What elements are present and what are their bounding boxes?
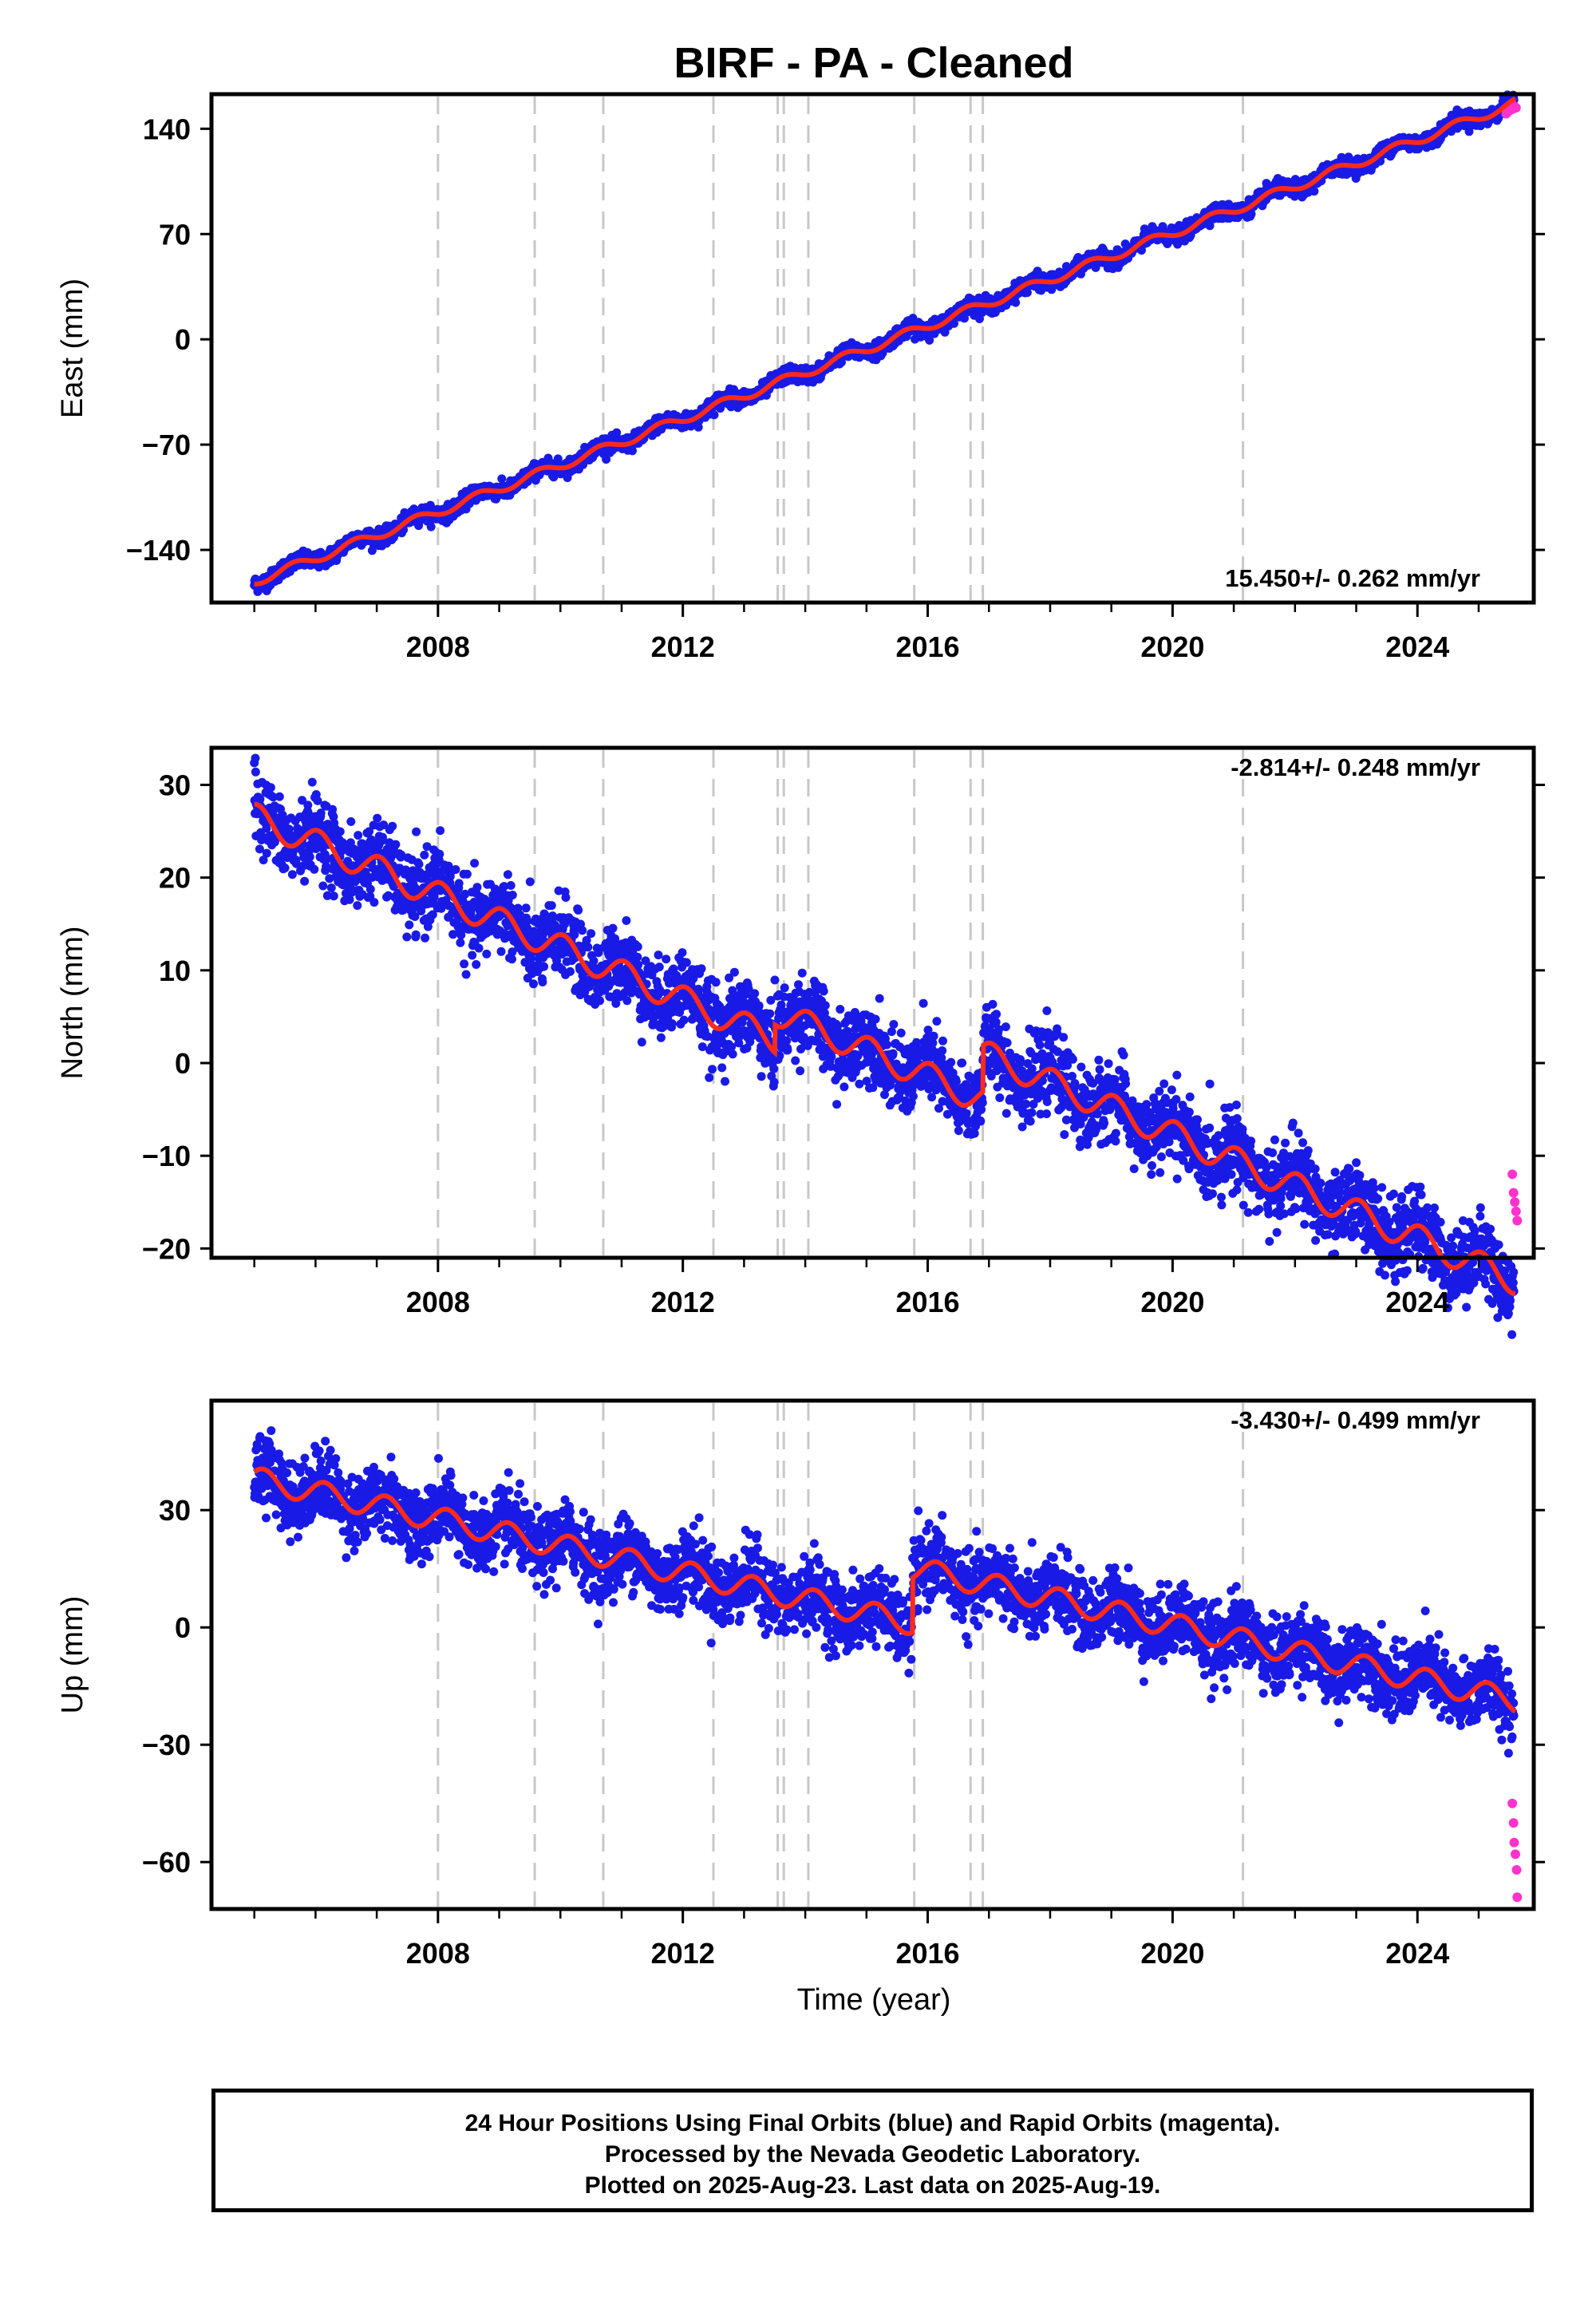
data-point (305, 852, 314, 862)
data-point (373, 813, 382, 823)
y-tick-label: 140 (143, 113, 191, 145)
data-point (462, 869, 472, 879)
y-tick-label: −140 (126, 534, 191, 567)
data-point (472, 883, 482, 892)
data-point (346, 817, 356, 826)
data-point (461, 970, 471, 979)
data-point (420, 850, 429, 860)
data-point (426, 522, 436, 532)
data-point (405, 920, 414, 930)
data-point (335, 827, 345, 836)
data-point (307, 777, 317, 787)
data-point (456, 938, 465, 947)
data-point (602, 455, 611, 464)
data-point (570, 930, 579, 939)
data-point (436, 826, 445, 836)
data-point (454, 879, 464, 888)
data-point (633, 942, 642, 951)
x-tick-label: 2024 (1385, 630, 1449, 663)
data-point (525, 877, 535, 887)
data-point (435, 849, 444, 859)
data-point (574, 906, 583, 915)
data-point (414, 521, 424, 531)
data-point (622, 916, 631, 925)
data-point (633, 952, 642, 962)
data-point (388, 821, 397, 831)
data-point (369, 898, 379, 907)
east-panel: 140 70 0 −70 −140 2008 2012 2016 2020 2024 East (m… (56, 90, 1545, 663)
data-point (328, 804, 338, 814)
data-point (468, 951, 477, 960)
data-point (589, 956, 598, 966)
data-point (1310, 187, 1319, 196)
data-point (251, 767, 260, 777)
data-point (539, 962, 549, 971)
data-point (300, 876, 310, 886)
data-point (595, 996, 605, 1006)
data-point (566, 966, 575, 976)
data-point (538, 978, 547, 986)
data-point (637, 1037, 646, 1047)
y-axis-label: East (mm) (56, 279, 89, 418)
x-tick-label: 2016 (895, 630, 959, 663)
data-point (391, 840, 401, 849)
data-point (412, 827, 421, 836)
data-point (326, 883, 336, 892)
data-point (612, 428, 622, 437)
data-point (318, 881, 328, 891)
data-point (547, 901, 556, 911)
data-point (280, 864, 290, 873)
data-point (521, 903, 531, 913)
data-point (472, 960, 481, 969)
data-point (310, 864, 319, 874)
final-orbit-points (250, 753, 1519, 1339)
data-point (353, 901, 362, 911)
data-point (634, 960, 643, 970)
data-point (251, 753, 260, 763)
data-point (583, 943, 593, 952)
data-point (460, 959, 469, 969)
x-tick-label: 2012 (651, 630, 715, 663)
data-point (474, 943, 484, 953)
data-point (529, 979, 538, 989)
data-point (503, 870, 512, 879)
data-point (262, 848, 271, 858)
data-point (482, 949, 492, 958)
data-point (365, 884, 375, 894)
data-point (506, 881, 516, 890)
data-point (354, 831, 363, 840)
chart-title: BIRF - PA - Cleaned (674, 39, 1073, 87)
data-point (578, 926, 587, 935)
data-point (414, 860, 424, 869)
data-point (622, 996, 632, 1006)
data-point (451, 865, 460, 874)
data-point (608, 923, 618, 933)
y-tick-label: −70 (142, 429, 191, 461)
data-point (587, 929, 596, 939)
data-point (497, 474, 507, 484)
data-point (411, 930, 421, 939)
rapid-point-4 (1511, 102, 1521, 113)
data-point (508, 891, 517, 899)
data-point (470, 859, 480, 868)
y-tick-label: 0 (175, 323, 191, 356)
data-point (496, 947, 506, 956)
y-tick-label: 70 (159, 218, 191, 251)
data-point (561, 893, 571, 902)
data-point (421, 933, 430, 943)
data-point (287, 870, 297, 879)
data-point (266, 783, 275, 792)
x-tick-label: 2020 (1140, 630, 1204, 663)
data-point (275, 792, 284, 801)
data-point (402, 932, 412, 942)
velocity-label: 15.450+/- 0.262 mm/yr (1225, 564, 1480, 592)
data-point (329, 891, 338, 901)
x-tick-label: 2008 (406, 630, 470, 663)
data-point (709, 410, 719, 420)
